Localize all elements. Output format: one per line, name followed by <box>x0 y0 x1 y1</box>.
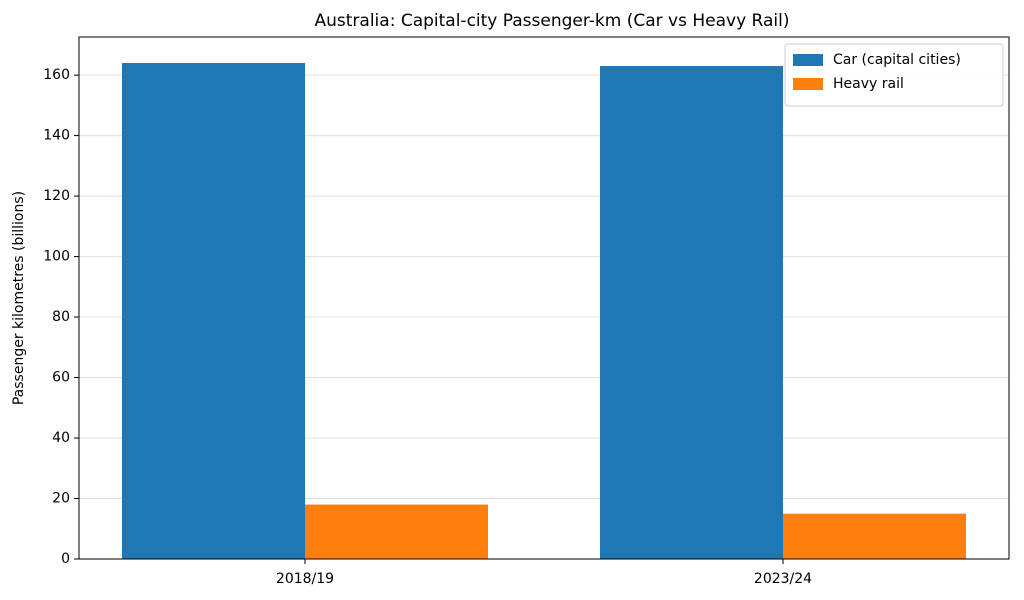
bar <box>122 63 305 559</box>
legend-label: Heavy rail <box>833 76 904 92</box>
legend-box <box>784 43 1004 107</box>
y-tick-label: 40 <box>52 430 70 446</box>
y-axis-label: Passenger kilometres (billions) <box>11 191 27 405</box>
bar <box>600 66 783 560</box>
legend-swatch <box>793 54 823 66</box>
y-tick-label: 60 <box>52 370 70 386</box>
y-tick-label: 0 <box>61 551 70 567</box>
plot-frame <box>78 36 1010 560</box>
legend-swatch <box>793 78 823 90</box>
y-tick-label: 20 <box>52 491 70 507</box>
legend-label: Car (capital cities) <box>833 52 961 68</box>
y-tick-label: 120 <box>43 188 70 204</box>
bar <box>305 504 488 559</box>
y-tick-label: 80 <box>52 309 70 325</box>
x-tick-label: 2023/24 <box>754 571 812 587</box>
bar <box>783 513 966 559</box>
x-tick-label: 2018/19 <box>276 571 334 587</box>
y-tick-label: 160 <box>43 67 70 83</box>
y-tick-label: 100 <box>43 249 70 265</box>
y-tick-label: 140 <box>43 128 70 144</box>
chart-title: Australia: Capital-city Passenger-km (Ca… <box>315 11 790 31</box>
